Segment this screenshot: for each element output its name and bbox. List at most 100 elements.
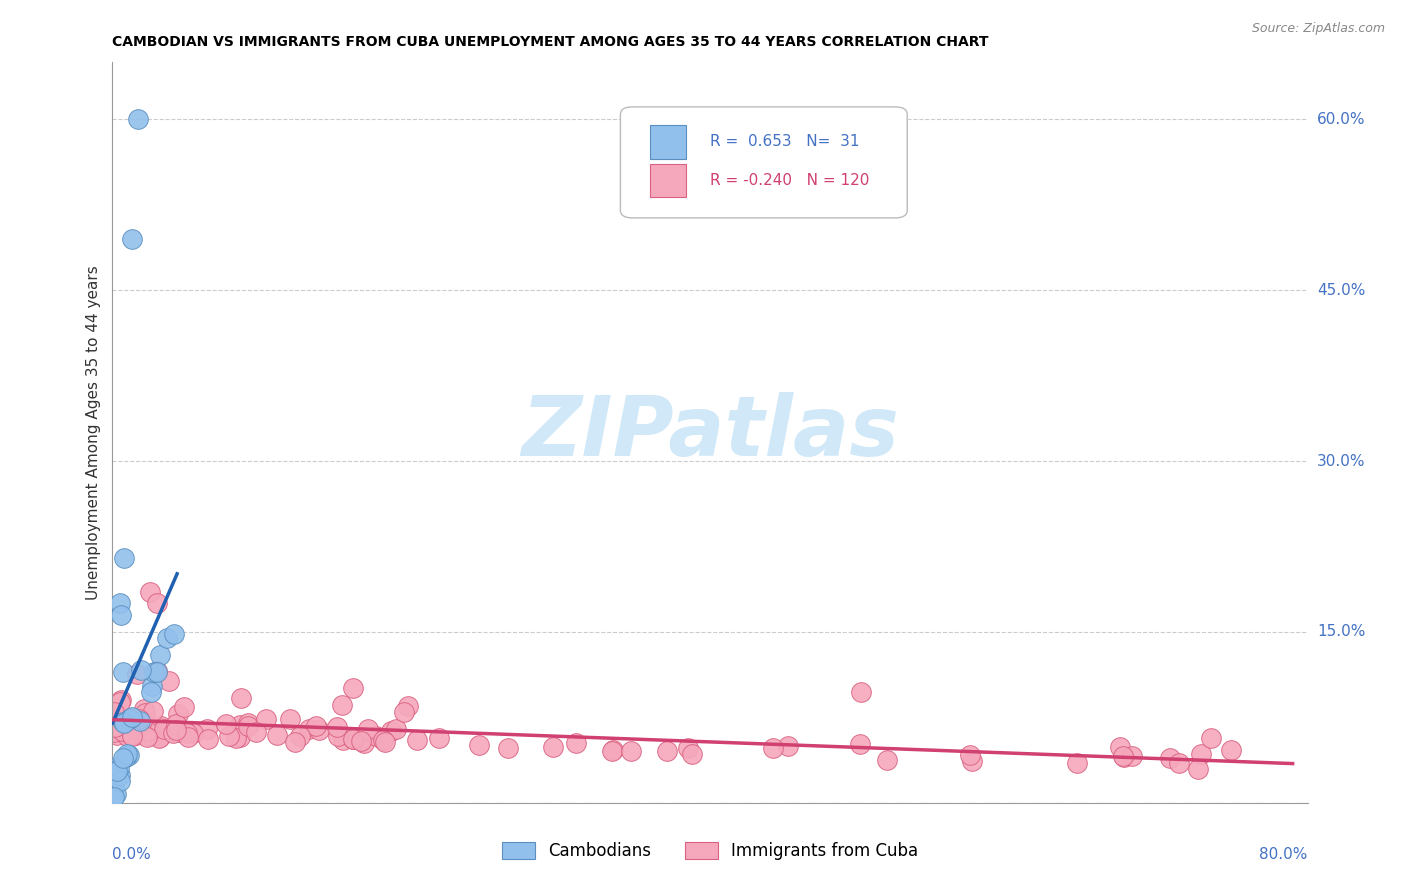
Point xyxy=(146,664,169,678)
Point xyxy=(496,741,519,756)
Text: CAMBODIAN VS IMMIGRANTS FROM CUBA UNEMPLOYMENT AMONG AGES 35 TO 44 YEARS CORRELA: CAMBODIAN VS IMMIGRANTS FROM CUBA UNEMPL… xyxy=(112,35,988,49)
Point xyxy=(114,550,135,565)
Point xyxy=(1219,743,1241,757)
Point xyxy=(110,607,132,622)
Point xyxy=(165,716,187,731)
Point xyxy=(238,715,260,730)
Point xyxy=(107,720,129,734)
Point xyxy=(342,732,364,747)
Point xyxy=(229,731,252,745)
Point xyxy=(128,712,150,726)
Point xyxy=(105,760,128,774)
Point xyxy=(108,774,131,789)
Point xyxy=(326,720,349,734)
Point xyxy=(343,731,366,746)
Point xyxy=(103,790,125,805)
Point xyxy=(169,724,191,739)
Point xyxy=(304,719,326,733)
Point xyxy=(366,729,388,743)
Point xyxy=(118,747,141,762)
Point xyxy=(231,690,253,705)
Point xyxy=(681,747,703,761)
Point xyxy=(108,767,131,781)
Point xyxy=(848,737,870,751)
Point xyxy=(117,747,139,761)
Text: ZIPatlas: ZIPatlas xyxy=(522,392,898,473)
Point xyxy=(105,728,128,742)
Point xyxy=(136,731,159,745)
Point xyxy=(173,700,195,714)
Point xyxy=(392,705,415,719)
Point xyxy=(141,679,163,693)
Point xyxy=(254,712,277,726)
Point xyxy=(1112,748,1135,763)
Point xyxy=(173,723,195,738)
Point xyxy=(776,739,799,753)
Point xyxy=(104,707,127,722)
Point xyxy=(146,597,169,611)
Text: R = -0.240   N = 120: R = -0.240 N = 120 xyxy=(710,173,869,188)
Point xyxy=(127,667,149,681)
Point xyxy=(339,730,361,744)
Point xyxy=(136,728,159,742)
Point xyxy=(1112,750,1135,764)
Y-axis label: Unemployment Among Ages 35 to 44 years: Unemployment Among Ages 35 to 44 years xyxy=(86,265,101,600)
Text: 15.0%: 15.0% xyxy=(1317,624,1365,640)
Point xyxy=(406,733,429,747)
Point xyxy=(215,717,238,731)
Point xyxy=(357,722,380,736)
Point xyxy=(678,741,700,756)
Text: 0.0%: 0.0% xyxy=(112,847,152,863)
Point xyxy=(103,781,125,796)
Point xyxy=(139,723,162,738)
Point xyxy=(115,750,138,764)
Point xyxy=(181,726,204,740)
Point xyxy=(112,751,135,765)
Point xyxy=(166,724,188,739)
Point xyxy=(149,648,172,663)
Point xyxy=(118,711,141,725)
Point xyxy=(564,736,586,750)
Point xyxy=(138,723,160,738)
Point xyxy=(125,728,148,742)
Point xyxy=(103,720,125,734)
Point xyxy=(163,627,186,641)
Point xyxy=(117,712,139,726)
Point xyxy=(157,673,180,688)
Point xyxy=(111,714,134,729)
Point xyxy=(620,743,643,757)
Text: Source: ZipAtlas.com: Source: ZipAtlas.com xyxy=(1251,22,1385,36)
Point xyxy=(960,754,983,768)
Point xyxy=(142,665,165,680)
Point xyxy=(396,699,419,714)
Point xyxy=(143,728,166,742)
Point xyxy=(762,741,785,756)
Point xyxy=(127,713,149,727)
Point xyxy=(1189,747,1212,761)
Point xyxy=(121,727,143,741)
Point xyxy=(111,723,134,738)
Point xyxy=(148,730,170,744)
FancyBboxPatch shape xyxy=(651,126,686,159)
Point xyxy=(218,729,240,743)
Point xyxy=(121,730,143,744)
Point xyxy=(129,663,152,677)
Point xyxy=(134,706,156,720)
Point xyxy=(385,722,408,736)
Point xyxy=(342,732,364,747)
Point xyxy=(1199,731,1222,745)
Point xyxy=(103,725,125,739)
Point xyxy=(121,232,143,246)
Point xyxy=(103,706,125,720)
Point xyxy=(108,597,131,611)
Point xyxy=(851,684,873,698)
Point xyxy=(332,732,354,747)
Point xyxy=(245,725,267,739)
Point xyxy=(236,719,259,733)
Point xyxy=(127,112,149,127)
Point xyxy=(600,744,623,758)
Point xyxy=(1168,756,1191,771)
Point xyxy=(115,730,138,744)
Point xyxy=(371,733,394,747)
Point xyxy=(110,693,132,707)
